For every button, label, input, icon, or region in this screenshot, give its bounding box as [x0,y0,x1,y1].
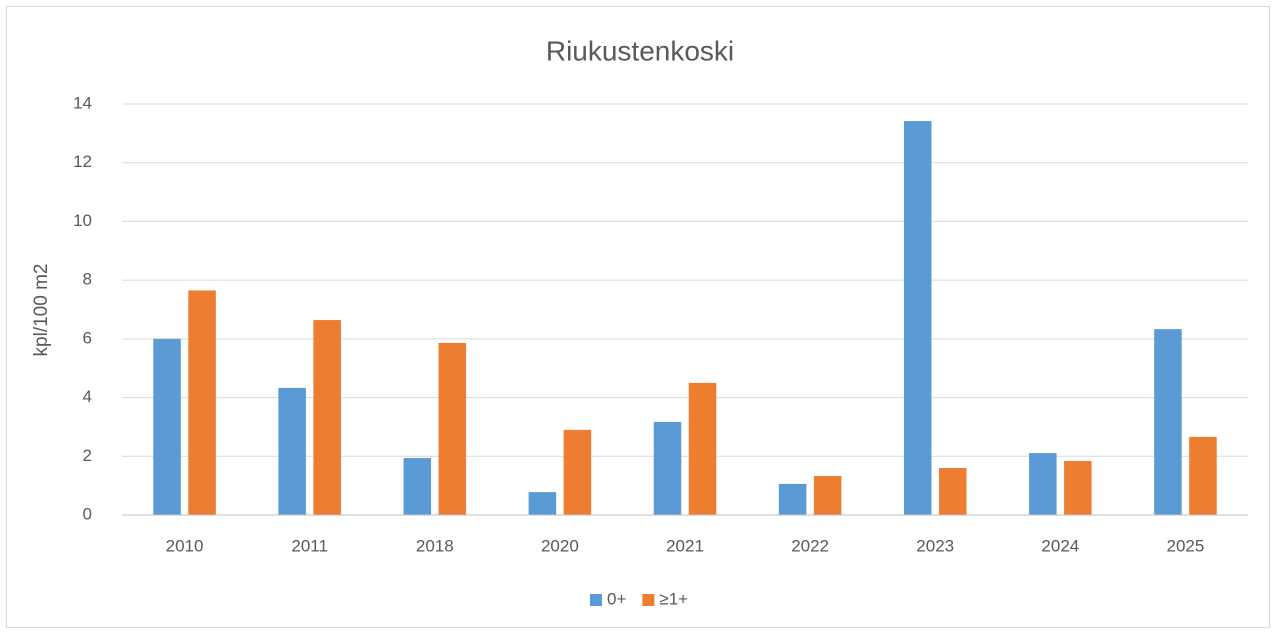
bar [563,429,592,515]
bar [278,387,306,515]
y-tick-label: 12 [73,152,92,171]
chart-title: Riukustenkoski [546,35,734,66]
bar [1189,436,1217,515]
x-tick-label: 2020 [541,536,579,555]
x-tick-label: 2021 [666,536,704,555]
x-tick-label: 2010 [166,536,204,555]
legend-label: ≥1+ [659,589,688,608]
bar [403,458,432,515]
legend-label: 0+ [607,589,626,608]
x-tick-label: 2023 [916,536,954,555]
x-tick-label: 2011 [291,536,328,555]
bar [528,492,557,515]
bar [1154,329,1182,515]
y-tick-label: 6 [83,328,92,347]
bar [938,468,967,515]
bar [438,342,467,515]
legend-swatch [642,594,655,606]
bar [1064,460,1092,515]
chart-border [6,6,1270,628]
x-tick-label: 2025 [1167,536,1205,555]
bar [653,421,682,515]
legend-swatch [590,594,602,606]
y-tick-label: 4 [83,387,92,406]
x-tick-label: 2022 [791,536,829,555]
bar [903,121,932,515]
y-axis-label: kpl/100 m2 [31,264,52,357]
bar [1029,453,1057,515]
y-tick-label: 2 [83,446,92,465]
bar [188,290,216,515]
x-tick-label: 2024 [1041,536,1079,555]
bar [813,475,842,515]
bar [778,483,807,515]
x-tick-label: 2018 [416,536,454,555]
bar [688,382,717,515]
bar [153,338,181,515]
y-tick-label: 10 [73,211,92,230]
y-tick-label: 8 [83,270,92,289]
y-tick-label: 0 [83,504,92,523]
bar [313,320,341,515]
y-tick-label: 14 [73,93,92,112]
